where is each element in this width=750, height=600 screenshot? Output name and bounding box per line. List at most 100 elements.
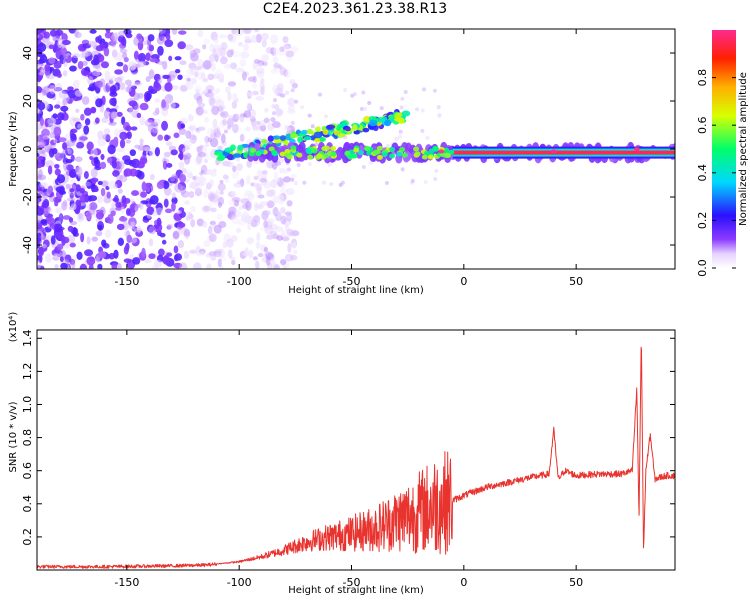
faint-blob (398, 134, 403, 139)
noise-blob (287, 105, 295, 112)
carrier-blob (376, 145, 383, 151)
noise-blob (251, 217, 261, 227)
noise-blob (50, 235, 56, 245)
noise-blob (61, 201, 68, 211)
noise-blob (69, 65, 77, 72)
noise-blob (231, 191, 238, 196)
faint-blob (323, 114, 328, 119)
branch-blob (279, 135, 287, 141)
branch-blob (273, 135, 281, 140)
branch-blob (314, 126, 321, 132)
noise-blob (275, 108, 284, 116)
noise-blob (285, 213, 293, 222)
noise-blob (130, 221, 136, 227)
colorbar-tick-label: 0.2 (696, 212, 709, 230)
noise-blob (203, 188, 208, 198)
noise-blob (162, 74, 170, 80)
noise-blob (58, 213, 63, 223)
noise-blob (194, 187, 203, 194)
noise-blob (280, 206, 286, 214)
noise-blob (83, 171, 89, 179)
faint-blob (302, 180, 307, 185)
faint-blob (234, 98, 239, 103)
noise-blob (166, 252, 173, 257)
noise-blob (254, 204, 262, 209)
snr-y-tick-label: 0.4 (21, 495, 34, 513)
noise-blob (127, 61, 137, 71)
noise-blob (111, 262, 118, 269)
snr-y-tick-label: 1.0 (21, 396, 34, 414)
noise-blob (177, 74, 183, 80)
noise-blob (48, 57, 56, 64)
noise-blob (111, 111, 118, 120)
noise-blob (232, 50, 241, 58)
noise-blob (169, 102, 176, 110)
noise-blob (90, 177, 99, 183)
noise-blob (64, 242, 70, 249)
faint-blob (368, 160, 373, 165)
noise-blob (178, 153, 183, 159)
noise-blob (149, 173, 155, 181)
faint-blob (256, 121, 261, 126)
noise-blob (197, 29, 204, 38)
noise-blob (83, 107, 92, 116)
noise-blob (60, 262, 68, 269)
noise-blob (272, 194, 279, 204)
faint-blob (437, 113, 442, 118)
faint-blob (219, 179, 224, 184)
noise-blob (217, 258, 222, 268)
noise-blob (53, 138, 58, 144)
noise-blob (159, 232, 166, 238)
noise-blob (57, 112, 65, 121)
snr-panel: -150 -100 -50 0 50 0.2 0.4 0.6 0.8 1.0 1.2 1.4 Hei… (8, 312, 676, 596)
noise-blob (177, 240, 185, 249)
noise-blob (54, 168, 61, 176)
noise-blob (164, 93, 174, 104)
noise-blob (217, 183, 226, 192)
noise-blob (259, 200, 268, 207)
snr-x-ticks: -150 -100 -50 0 50 (114, 330, 583, 589)
noise-blob (119, 138, 126, 149)
noise-blob (72, 117, 81, 122)
peak-marker (438, 149, 445, 154)
noise-blob (113, 183, 118, 190)
branch-blob (217, 154, 226, 161)
spectrogram-x-tick-label: 50 (569, 275, 583, 288)
noise-blob (69, 188, 75, 193)
noise-blob (37, 155, 44, 161)
faint-blob (434, 168, 439, 173)
noise-blob (157, 60, 165, 65)
noise-blob (175, 210, 182, 215)
noise-blob (178, 30, 187, 35)
noise-blob (67, 225, 74, 233)
noise-blob (74, 156, 83, 162)
noise-blob (220, 42, 228, 51)
noise-blob (46, 160, 54, 169)
faint-blob (228, 115, 233, 120)
noise-blob (95, 230, 103, 237)
noise-blob (178, 161, 185, 169)
noise-blob (180, 123, 186, 129)
noise-blob (269, 258, 276, 268)
faint-blob (268, 161, 273, 166)
noise-blob (247, 221, 252, 231)
faint-blob (300, 105, 305, 110)
noise-blob (125, 208, 131, 216)
noise-blob (232, 165, 237, 173)
faint-blob (296, 163, 301, 168)
noise-blob (170, 175, 176, 182)
noise-blob (166, 162, 173, 168)
noise-blob (253, 175, 259, 181)
noise-blob (81, 70, 90, 76)
noise-blob (171, 192, 176, 199)
noise-blob (285, 50, 295, 58)
snr-y-label: SNR (10 * v/v) (8, 401, 19, 472)
noise-blob (234, 209, 242, 218)
noise-blob (210, 171, 217, 177)
noise-blob (255, 260, 260, 269)
noise-blob (37, 198, 40, 205)
branch-blob (368, 119, 378, 127)
branch-blob (224, 147, 234, 153)
noise-blob (76, 213, 84, 223)
noise-blob (261, 54, 269, 62)
